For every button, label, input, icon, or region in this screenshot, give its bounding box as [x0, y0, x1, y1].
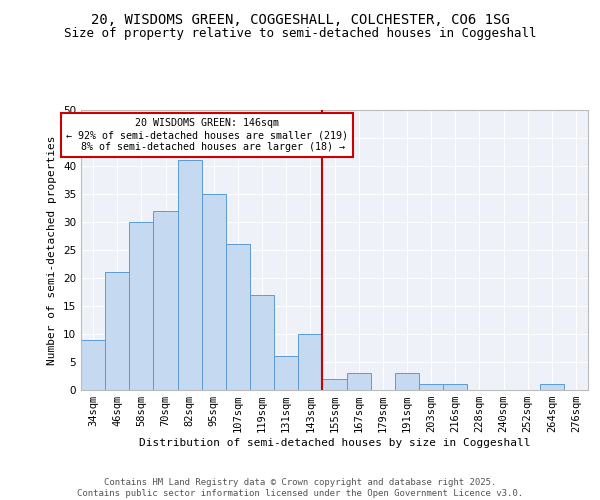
Bar — [443, 384, 467, 390]
Bar — [395, 373, 419, 390]
Bar — [202, 194, 226, 390]
Text: Size of property relative to semi-detached houses in Coggeshall: Size of property relative to semi-detach… — [64, 28, 536, 40]
Bar — [129, 222, 154, 390]
Bar — [154, 211, 178, 390]
Bar — [250, 295, 274, 390]
Bar — [419, 384, 443, 390]
Bar — [540, 384, 564, 390]
Bar — [298, 334, 322, 390]
Bar — [178, 160, 202, 390]
Text: 20 WISDOMS GREEN: 146sqm
← 92% of semi-detached houses are smaller (219)
  8% of: 20 WISDOMS GREEN: 146sqm ← 92% of semi-d… — [65, 118, 347, 152]
X-axis label: Distribution of semi-detached houses by size in Coggeshall: Distribution of semi-detached houses by … — [139, 438, 530, 448]
Text: 20, WISDOMS GREEN, COGGESHALL, COLCHESTER, CO6 1SG: 20, WISDOMS GREEN, COGGESHALL, COLCHESTE… — [91, 12, 509, 26]
Bar — [347, 373, 371, 390]
Text: Contains HM Land Registry data © Crown copyright and database right 2025.
Contai: Contains HM Land Registry data © Crown c… — [77, 478, 523, 498]
Bar — [274, 356, 298, 390]
Y-axis label: Number of semi-detached properties: Number of semi-detached properties — [47, 135, 58, 365]
Bar — [226, 244, 250, 390]
Bar — [81, 340, 105, 390]
Bar — [322, 379, 347, 390]
Bar — [105, 272, 129, 390]
